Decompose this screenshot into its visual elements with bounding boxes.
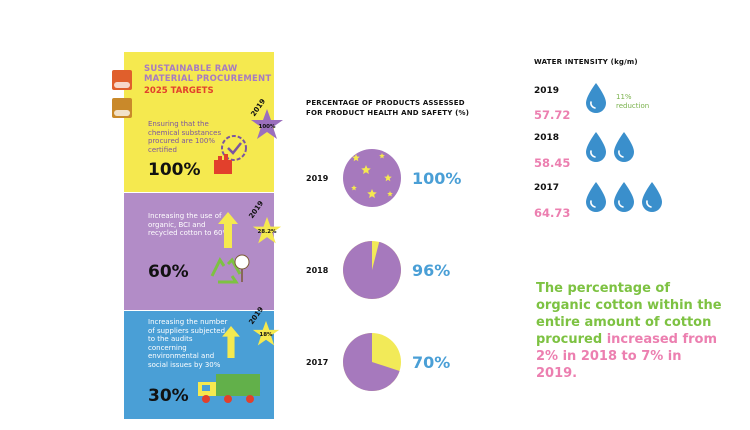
- star-icon: [351, 185, 357, 191]
- panel-title: SUSTAINABLE RAW MATERIAL PROCUREMENT: [144, 64, 272, 84]
- truck-icon: [198, 374, 260, 403]
- reduction-note: 11% reduction: [616, 93, 650, 110]
- water-value: 64.73: [534, 206, 571, 220]
- star-icon: [387, 191, 393, 197]
- up-arrow-icon: [218, 212, 238, 248]
- summary-highlight: The percentage of organic cotton within …: [536, 281, 722, 347]
- organic-cotton-summary: The percentage of organic cotton within …: [536, 280, 726, 382]
- star-icon: [367, 189, 377, 199]
- target-panel-chemicals: [124, 52, 274, 192]
- target-value-chemicals: 100%: [148, 160, 201, 180]
- water-drop-icon: [642, 182, 662, 212]
- water-year-label: 2018: [534, 133, 560, 143]
- target-value-suppliers: 30%: [148, 386, 189, 406]
- pie-value-label: 70%: [412, 353, 451, 372]
- target-text-suppliers: Increasing the number of suppliers subje…: [148, 318, 228, 369]
- pie-2017: [343, 333, 401, 391]
- star-icon: [361, 165, 371, 175]
- water-value: 58.45: [534, 156, 571, 170]
- sdg-6-icon: [112, 70, 132, 90]
- progress-label-chemicals: 100%: [258, 124, 276, 130]
- water-drop-icon: [586, 132, 606, 162]
- star-badge-icon: [251, 109, 283, 139]
- pie-2019: [343, 149, 401, 207]
- certified-chemicals-icon: [214, 135, 247, 174]
- pie-slice-assessed: [343, 333, 400, 391]
- target-value-cotton: 60%: [148, 262, 189, 282]
- water-value: 57.72: [534, 108, 571, 122]
- star-badge-icon: [252, 216, 282, 244]
- pie-year-label: 2017: [306, 358, 329, 367]
- target-text-chemicals: Ensuring that the chemical substances pr…: [148, 120, 222, 154]
- up-arrow-icon: [222, 326, 240, 358]
- pie-slice-remaining: [343, 149, 401, 207]
- pie-value-label: 96%: [412, 261, 451, 280]
- water-drop-icon: [586, 182, 606, 212]
- water-intensity-title: WATER INTENSITY (kg/m): [534, 58, 638, 66]
- pie-chart-title: PERCENTAGE OF PRODUCTS ASSESSED FOR PROD…: [306, 99, 470, 117]
- summary-change: increased from 2% in 2018 to 7% in 2019.: [536, 332, 718, 381]
- panel-subtitle: 2025 TARGETS: [144, 86, 214, 96]
- water-year-label: 2019: [534, 86, 560, 96]
- water-year-label: 2017: [534, 183, 560, 193]
- pie-2018: [343, 241, 401, 299]
- water-drop-icon: [614, 132, 634, 162]
- progress-label-cotton: 28.2%: [257, 229, 277, 235]
- sdg-12-icon: [112, 98, 132, 118]
- star-icon: [379, 153, 385, 159]
- pie-slice-assessed: [343, 241, 401, 299]
- pie-value-label: 100%: [412, 169, 462, 188]
- star-badge-icon: [252, 320, 280, 346]
- water-drop-icon: [614, 182, 634, 212]
- water-drop-icon: [586, 83, 606, 113]
- pie-year-label: 2018: [306, 266, 329, 275]
- target-panel-cotton: [124, 193, 274, 310]
- star-icon: [384, 174, 392, 182]
- progress-label-suppliers: 18%: [259, 332, 273, 338]
- pie-year-label: 2019: [306, 174, 329, 183]
- star-icon: [352, 154, 360, 162]
- target-text-cotton: Increasing the use of organic, BCI and r…: [148, 212, 230, 237]
- recycled-cotton-icon: [210, 254, 250, 284]
